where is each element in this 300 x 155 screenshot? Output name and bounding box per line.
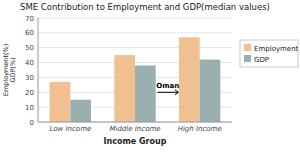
grid-line [38,47,232,48]
grid-line [38,18,232,19]
grid-line [38,32,232,33]
legend-label: GDP [254,56,269,64]
y-tick-label: 60 [25,29,34,37]
bar [135,66,156,122]
y-label-line: GDP(%) [9,57,17,82]
bars [50,37,221,122]
y-tick-label: 20 [25,89,34,97]
y-label: Employment(%)GDP(%) [2,44,17,96]
x-tick-label: Middle Income [109,125,160,133]
grid-line [38,122,232,123]
x-tick-label: High Income [178,125,222,133]
annotation: Oman [156,82,179,90]
y-tick-label: 10 [25,104,34,112]
y-tick-label: 40 [25,59,34,67]
bar [179,37,200,122]
annotation-arrow [158,92,178,93]
annotation-arrowhead [175,90,179,95]
y-tick-label: 50 [25,44,34,52]
y-tick-label: 0 [30,119,34,127]
x-axis [38,122,232,123]
legend: Employment GDP [240,40,299,67]
bar [50,82,71,122]
bar [114,55,135,122]
x-tick-label: Low Income [49,125,91,133]
bar [200,60,221,122]
y-tick-label: 30 [25,74,34,82]
legend-box [240,40,298,67]
legend-label: Employment [254,45,299,53]
y-axis [38,18,39,122]
bar [70,100,91,122]
legend-swatch [244,55,251,62]
title: SME Contribution to Employment and GDP(m… [20,2,270,12]
legend-swatch [244,44,251,51]
y-tick-label: 70 [25,15,34,23]
chart: SME Contribution to Employment and GDP(m… [0,0,300,155]
x-label: Income Group [104,137,167,146]
